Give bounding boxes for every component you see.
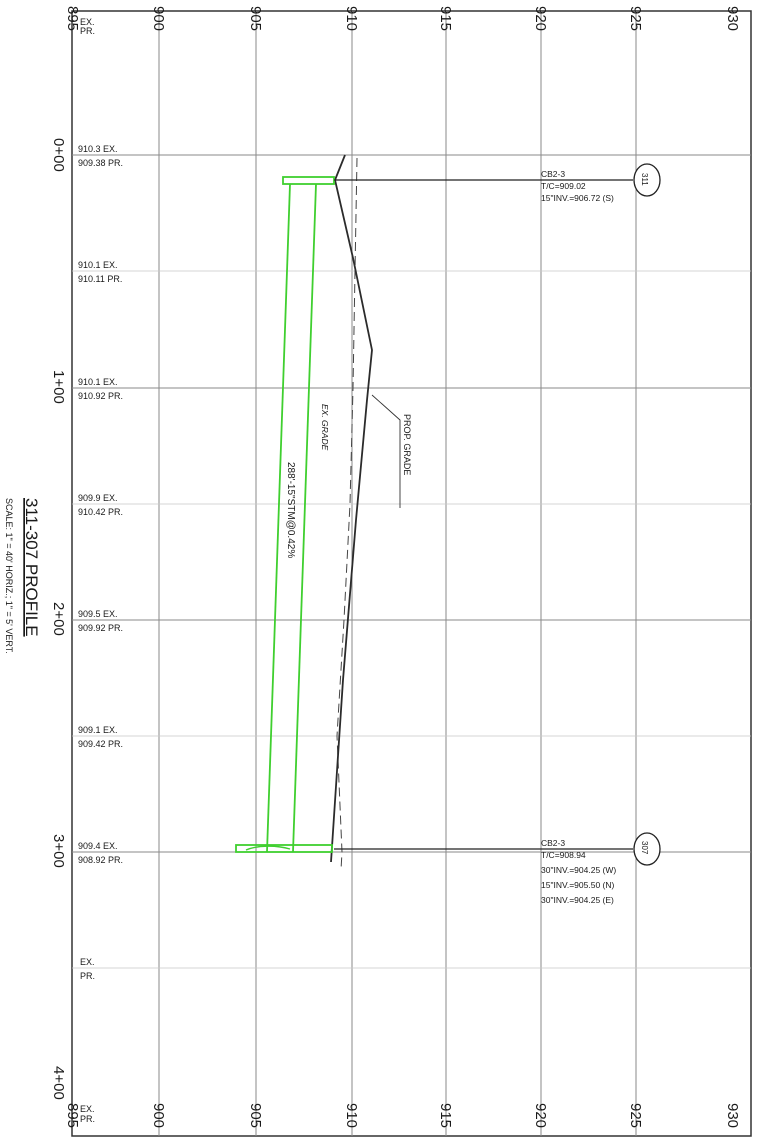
station-label: 1+00 — [50, 370, 67, 404]
proposed-grade-label: 910.92 PR. — [78, 391, 123, 401]
elev-label: 925 — [627, 1103, 644, 1128]
proposed-grade-label: PR. — [80, 971, 95, 981]
grade-labels: EX. PR. 910.3 EX. 909.38 PR. 910.1 EX. 9… — [78, 17, 123, 1124]
elev-label: 925 — [627, 6, 644, 31]
pipe-crown-line — [292, 183, 317, 853]
station-label: 2+00 — [50, 602, 67, 636]
elev-label: 895 — [64, 6, 81, 31]
elevation-labels-top: 895 900 905 910 915 920 925 930 — [64, 6, 741, 31]
structure-307-bubble — [633, 832, 661, 866]
structure-307-type: CB2-3 — [541, 838, 565, 848]
existing-grade-label: 909.9 EX. — [78, 493, 118, 503]
pipe-end-curve — [245, 845, 291, 851]
existing-grade-label: EX. — [80, 1104, 95, 1114]
existing-grade-label: 909.5 EX. — [78, 609, 118, 619]
existing-grade-line — [336, 157, 358, 871]
station-label: 3+00 — [50, 834, 67, 868]
pipe-invert-line — [266, 183, 291, 853]
proposed-grade-label: 909.42 PR. — [78, 739, 123, 749]
profile-scale: SCALE: 1" = 40' HORIZ.; 1" = 5' VERT. — [4, 498, 14, 654]
elev-label: 915 — [437, 1103, 454, 1128]
proposed-grade-label: 910.11 PR. — [78, 274, 122, 284]
structure-311-type: CB2-3 — [541, 169, 565, 179]
structure-311-tc: T/C=909.02 — [541, 181, 586, 191]
elev-label: 910 — [343, 6, 360, 31]
existing-grade-label: 909.4 EX. — [78, 841, 118, 851]
storm-pipe — [235, 176, 335, 853]
structure-307-id: 307 — [640, 841, 649, 855]
elevation-labels-bottom: 895 900 905 910 915 920 925 930 — [64, 1103, 741, 1128]
structure-307: 307 CB2-3 T/C=908.94 30"INV.=904.25 (W) … — [334, 832, 661, 905]
profile-frame — [71, 10, 752, 1137]
elev-label: 920 — [532, 1103, 549, 1128]
elev-label: 900 — [150, 1103, 167, 1128]
structure-311-inv: 15"INV.=906.72 (S) — [541, 193, 614, 203]
structure-311-id: 311 — [640, 173, 649, 186]
structure-307-box — [235, 844, 333, 853]
existing-grade-label: 909.1 EX. — [78, 725, 118, 735]
structure-307-inv-e: 30"INV.=904.25 (E) — [541, 895, 614, 905]
structure-307-inv-n: 15"INV.=905.50 (N) — [541, 880, 615, 890]
elev-label: 895 — [64, 1103, 81, 1128]
existing-grade-label: EX. — [80, 957, 95, 967]
elev-label: 915 — [437, 6, 454, 31]
existing-grade-label: 910.1 EX. — [78, 260, 118, 270]
proposed-grade-label: 910.42 PR. — [78, 507, 123, 517]
station-label: 4+00 — [50, 1066, 67, 1100]
elev-label: 900 — [150, 6, 167, 31]
structure-311-box — [282, 176, 335, 185]
proposed-grade-label: PR. — [80, 26, 95, 36]
existing-grade-label: EX. — [80, 17, 95, 27]
structure-311-bubble — [633, 163, 661, 197]
prop-grade-leader — [371, 394, 401, 508]
proposed-grade-label: PR. — [80, 1114, 95, 1124]
structure-307-tc: T/C=908.94 — [541, 850, 586, 860]
proposed-grade-label: 908.92 PR. — [78, 855, 123, 865]
station-labels: 0+00 1+00 2+00 3+00 4+00 — [50, 138, 67, 1100]
elev-label: 910 — [343, 1103, 360, 1128]
elev-label: 930 — [724, 1103, 741, 1128]
structure-311: 311 CB2-3 T/C=909.02 15"INV.=906.72 (S) — [334, 163, 661, 203]
proposed-grade-line — [330, 154, 373, 863]
prop-grade-label: PROP. GRADE — [402, 414, 412, 475]
elev-label: 905 — [247, 1103, 264, 1128]
existing-grade-label: 910.3 EX. — [78, 144, 118, 154]
proposed-grade-label: 909.92 PR. — [78, 623, 123, 633]
proposed-grade-label: 909.38 PR. — [78, 158, 123, 168]
station-label: 0+00 — [50, 138, 67, 172]
existing-grade-label: 910.1 EX. — [78, 377, 118, 387]
ex-grade-label: EX. GRADE — [320, 404, 330, 451]
elev-label: 905 — [247, 6, 264, 31]
elev-label: 930 — [724, 6, 741, 31]
profile-title: 311-307 PROFILE — [22, 498, 41, 637]
pipe-label: 288'-15"STM@0.42% — [285, 462, 296, 558]
structure-307-inv-w: 30"INV.=904.25 (W) — [541, 865, 616, 875]
elev-label: 920 — [532, 6, 549, 31]
